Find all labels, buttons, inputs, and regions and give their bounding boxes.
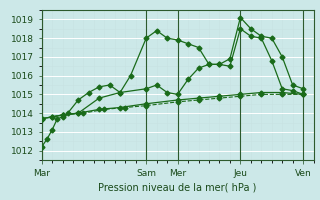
X-axis label: Pression niveau de la mer( hPa ): Pression niveau de la mer( hPa )	[99, 182, 257, 192]
